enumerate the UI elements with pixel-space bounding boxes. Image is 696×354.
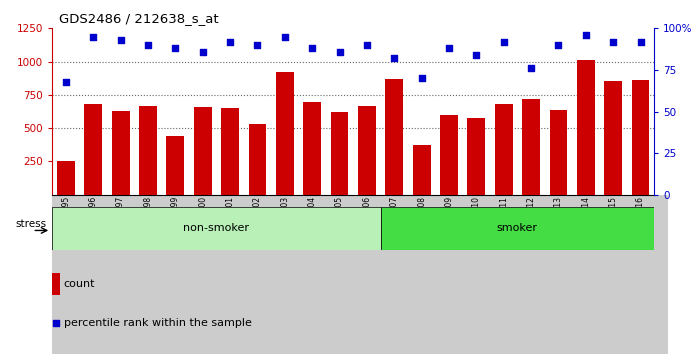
Bar (193, 107, 212, 195)
Point (51, 320, 62, 326)
Bar (386, 79, 403, 195)
Point (553, 42, 564, 48)
Point (61, 79, 72, 84)
Bar (84, 104, 102, 195)
Point (416, 75, 427, 81)
Bar (166, 136, 184, 195)
Point (608, 39, 619, 45)
Bar (495, 104, 513, 195)
Bar (632, 80, 649, 195)
Point (498, 39, 509, 45)
Bar (57, 161, 74, 195)
Bar (550, 109, 567, 195)
Point (388, 56, 400, 61)
Bar (522, 99, 540, 195)
Bar (604, 81, 622, 195)
Bar (248, 124, 267, 195)
Bar (440, 115, 458, 195)
Point (225, 39, 236, 45)
Point (334, 49, 345, 55)
Point (443, 45, 454, 51)
Bar (112, 111, 129, 195)
Text: GDS2486 / 212638_s_at: GDS2486 / 212638_s_at (59, 12, 219, 25)
Text: non-smoker: non-smoker (183, 223, 249, 233)
Point (88, 34, 99, 40)
Point (525, 65, 537, 71)
Bar (276, 72, 294, 195)
Bar (303, 102, 321, 195)
Text: smoker: smoker (497, 223, 538, 233)
Point (307, 45, 318, 51)
Point (635, 39, 646, 45)
Bar (577, 60, 594, 195)
Bar (468, 118, 485, 195)
Point (197, 49, 208, 55)
Text: count: count (64, 279, 95, 289)
Bar (221, 108, 239, 195)
Point (170, 45, 181, 51)
Bar (331, 112, 349, 195)
Bar (413, 145, 431, 195)
Bar (52, 207, 381, 250)
Point (361, 42, 372, 48)
Point (470, 52, 482, 58)
Point (580, 32, 592, 38)
Bar (139, 106, 157, 195)
Point (252, 42, 263, 48)
Point (279, 34, 290, 40)
Bar (358, 106, 376, 195)
Point (143, 42, 154, 48)
Bar (381, 207, 654, 250)
Text: percentile rank within the sample: percentile rank within the sample (64, 318, 252, 328)
Bar (52, 273, 60, 295)
Text: stress: stress (15, 219, 47, 229)
Point (115, 37, 126, 43)
